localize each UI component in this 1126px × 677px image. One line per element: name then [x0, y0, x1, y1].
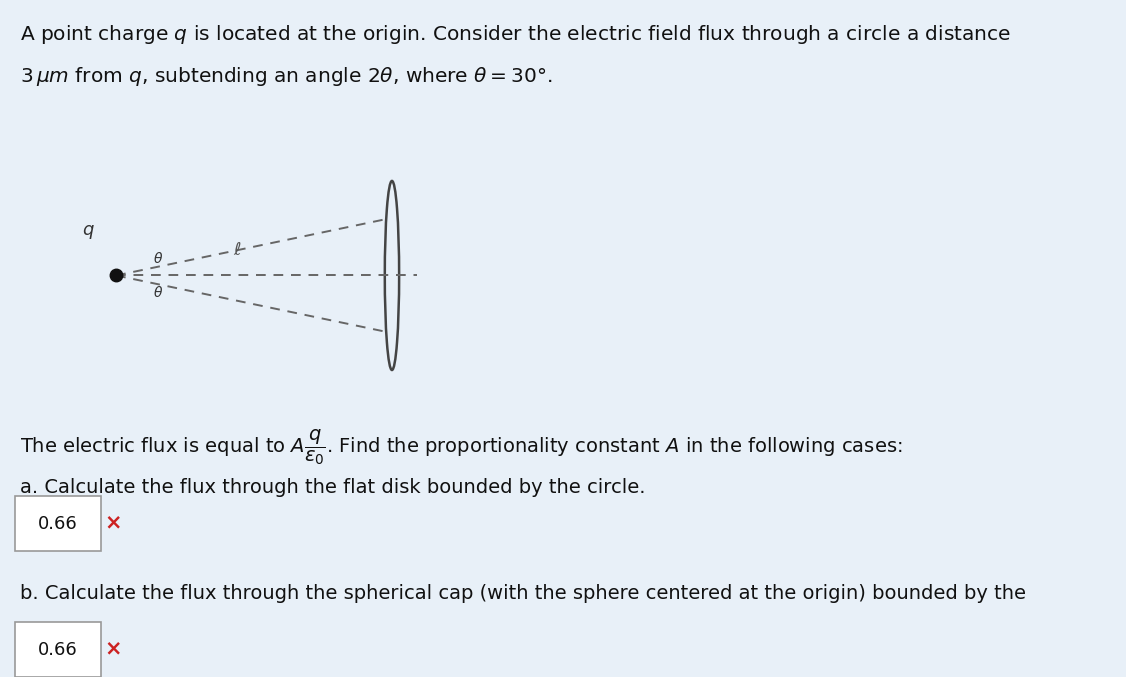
Text: $\ell$: $\ell$ [233, 241, 242, 259]
Text: The electric flux is equal to $A\dfrac{q}{\varepsilon_0}$. Find the proportional: The electric flux is equal to $A\dfrac{q… [20, 428, 903, 467]
FancyBboxPatch shape [15, 496, 100, 551]
Text: 0.66: 0.66 [38, 515, 78, 533]
Text: 0.66: 0.66 [38, 640, 78, 659]
Text: A point charge $q$ is located at the origin. Consider the electric field flux th: A point charge $q$ is located at the ori… [20, 23, 1011, 46]
Text: $\theta$: $\theta$ [153, 284, 163, 299]
Text: a. Calculate the flux through the flat disk bounded by the circle.: a. Calculate the flux through the flat d… [20, 478, 645, 497]
Text: b. Calculate the flux through the spherical cap (with the sphere centered at the: b. Calculate the flux through the spheri… [20, 584, 1026, 603]
Text: $\theta$: $\theta$ [153, 251, 163, 266]
Text: $3\,\mu m$ from $q$, subtending an angle $2\theta$, where $\theta = 30°$.: $3\,\mu m$ from $q$, subtending an angle… [20, 65, 553, 88]
Text: circle.: circle. [20, 625, 79, 644]
Text: $\mathbf{\times}$: $\mathbf{\times}$ [104, 640, 120, 659]
Text: $\mathbf{\times}$: $\mathbf{\times}$ [104, 514, 120, 533]
Text: $q$: $q$ [82, 223, 95, 241]
FancyBboxPatch shape [15, 622, 100, 677]
